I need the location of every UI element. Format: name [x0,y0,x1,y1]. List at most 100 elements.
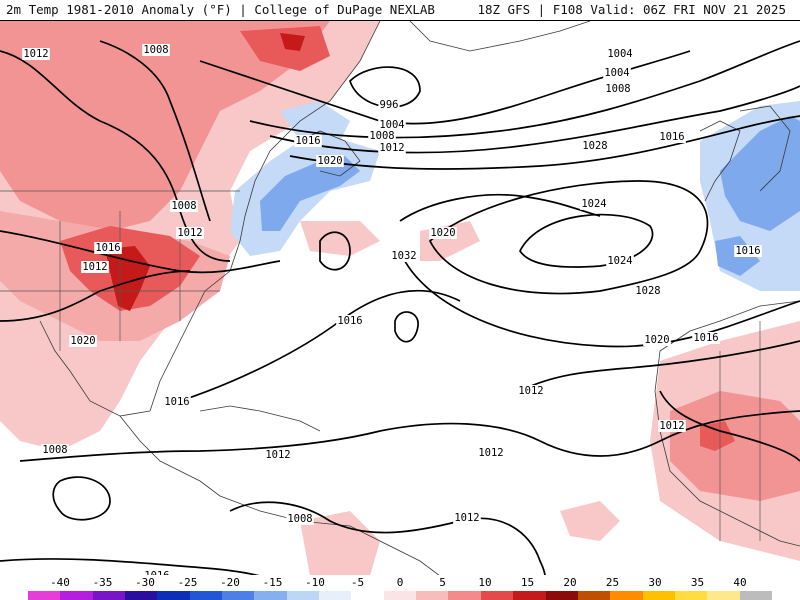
colorbar-tick-label: 5 [439,576,446,589]
isobar-label-bg [336,315,364,327]
colorbar-segment [189,591,223,600]
isobar-label: 1008 [287,513,312,525]
isobar-label: 1008 [369,130,394,142]
colorbar-strip [28,591,772,600]
colorbar-segment [383,591,417,600]
isobar-label-bg [163,396,191,408]
colorbar-segment [707,591,740,600]
colorbar-tick-label: 0 [396,576,404,589]
isobar-label: 1012 [659,420,684,432]
isobar-label-bg [603,67,631,79]
isobar-label: 1024 [607,255,632,267]
colorbar-tick-label: 35 [690,576,705,589]
colorbar-segment [448,591,481,600]
colorbar-segment [28,591,61,600]
isobar-label: 1008 [42,444,67,456]
isobar-label: 1012 [454,512,479,524]
isobar-label-bg [316,155,344,167]
colorbar-segment [125,591,158,600]
colorbar-segment [513,591,546,600]
isobar-label: 1024 [581,198,606,210]
isobar-label: 1016 [693,332,718,344]
colorbar-segment [642,591,675,600]
isobars [0,40,800,576]
colorbar-segment [222,591,255,600]
isobar-label: 1004 [604,67,629,79]
colorbar-segment [480,591,514,600]
isobar-label-bg [580,198,608,210]
isobar-label-bg [692,332,720,344]
isobar-labels: 1012 100810049961004100810121016102010081… [22,44,762,576]
isobar-label: 1020 [70,335,95,347]
isobar-label-bg [634,285,662,297]
isobar-label-bg [453,512,481,524]
colorbar-tick-label: 10 [478,576,492,589]
isobar-label-bg [41,444,69,456]
isobar-label: 1016 [164,396,189,408]
isobar-label-bg [643,334,671,346]
isobar-label-bg [734,245,762,257]
isobar-label: 996 [380,99,399,111]
isobar-label: 1008 [171,200,196,212]
isobar-label-bg [81,261,109,273]
isobar-label: 1016 [144,570,169,576]
isobar-label: 1032 [391,250,416,262]
isobar-label: 1020 [317,155,342,167]
isobar-label-bg [378,119,406,131]
isobar-label: 1012 [265,449,290,461]
colorbar-segment [286,591,320,600]
isobar-label-bg [606,255,634,267]
model-run-info: 18Z GFS | F108 Valid: 06Z FRI NOV 21 202… [477,2,786,17]
isobar-label-bg [378,142,406,154]
isobar-label: 1004 [379,119,404,131]
colorbar-segment [739,591,772,600]
colorbar-tick-label: -10 [305,576,325,589]
isobar-label-bg [143,570,171,576]
colorbar-segment [60,591,93,600]
colorbar-tick-label: -35 [92,576,113,589]
colorbar-tick-label: -15 [262,576,283,589]
isobar-label: 1028 [582,140,607,152]
isobar-label: 1012 [478,447,503,459]
isobar-label-bg [517,385,545,397]
isobar-label: 1012 [379,142,404,154]
colorbar-segment [577,591,611,600]
isobar-label-bg [286,513,314,525]
colorbar-segment [674,591,708,600]
isobar-label-bg [606,48,634,60]
isobar-label: 1004 [607,48,632,60]
isobar-label: 1028 [635,285,660,297]
coastlines [0,21,800,576]
isobar-label-bg [69,335,97,347]
colorbar-segment [157,591,190,600]
isobar-label-bg [368,130,396,142]
colorbar-segment [92,591,126,600]
colorbar-segment [351,591,384,600]
isobar-label-bg [390,250,418,262]
colorbar-tick-label: 20 [563,576,577,589]
colorbar-tick-label: 15 [520,576,535,589]
colorbar-segment [319,591,352,600]
isobar-label: 1008 [143,44,168,56]
isobar-label: 1008 [605,83,630,95]
colorbar-tick-label: 40 [733,576,747,589]
isobar-label-bg [581,140,609,152]
isobar-label: 1016 [659,131,684,143]
colorbar-tick-label: -20 [220,576,240,589]
colorbar-segment [610,591,643,600]
isobar-label-bg [658,420,686,432]
anomaly-map: 1012 1008 1004 996 1004 1008 1012 1016 1020 1008 1… [0,20,800,577]
isobar-label: 1020 [644,334,669,346]
isobar-label-bg [477,447,505,459]
isobar-label: 1020 [430,227,455,239]
isobar-label: 1012 [82,261,107,273]
map-title: 2m Temp 1981-2010 Anomaly (°F) | College… [6,2,435,17]
colorbar-segment [545,591,578,600]
isobar-label-bg [604,83,632,95]
colorbar-tick-label: -40 [50,576,70,589]
isobar-label-bg [22,48,50,60]
isobar-label-bg [170,200,198,212]
isobar-label-bg [264,449,292,461]
colorbar-tick-label: 30 [648,576,662,589]
